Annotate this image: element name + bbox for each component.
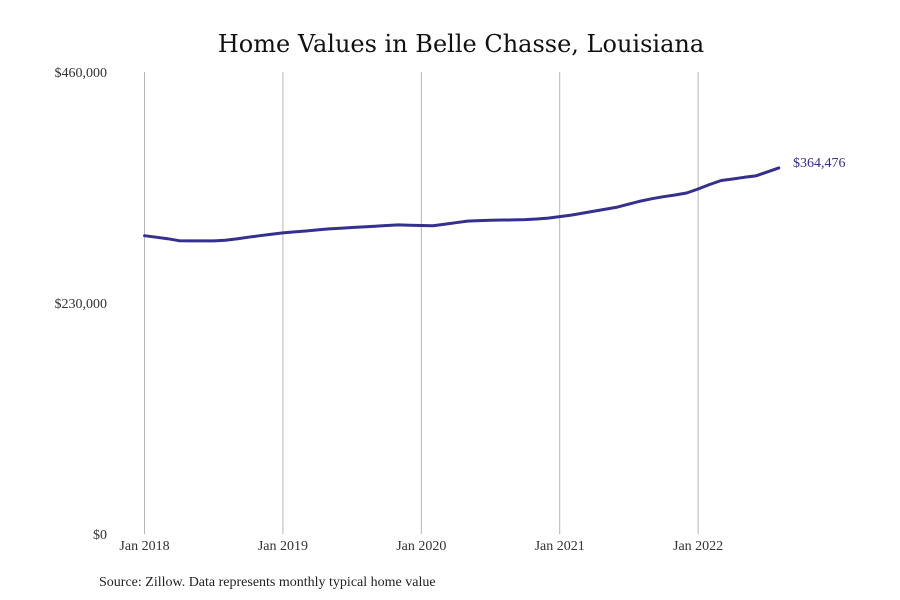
y-tick-label: $460,000 xyxy=(55,66,108,81)
source-note: Source: Zillow. Data represents monthly … xyxy=(99,575,436,590)
x-tick-label: Jan 2021 xyxy=(535,539,585,554)
series-end-label: $364,476 xyxy=(793,156,846,171)
x-axis-ticks: Jan 2018 Jan 2019 Jan 2020 Jan 2021 Jan 2022 xyxy=(119,539,723,554)
x-tick-label: Jan 2019 xyxy=(258,539,308,554)
x-tick-label: Jan 2020 xyxy=(396,539,446,554)
chart-title: Home Values in Belle Chasse, Louisiana xyxy=(218,30,704,58)
grid-layer xyxy=(144,72,699,534)
x-tick-label: Jan 2018 xyxy=(119,539,169,554)
y-tick-label: $0 xyxy=(93,528,107,543)
series-line-0 xyxy=(143,166,781,243)
y-axis-ticks: $460,000 $230,000 $0 xyxy=(55,66,108,543)
x-tick-label: Jan 2022 xyxy=(673,539,723,554)
y-tick-label: $230,000 xyxy=(55,297,108,312)
series-layer xyxy=(143,166,781,243)
